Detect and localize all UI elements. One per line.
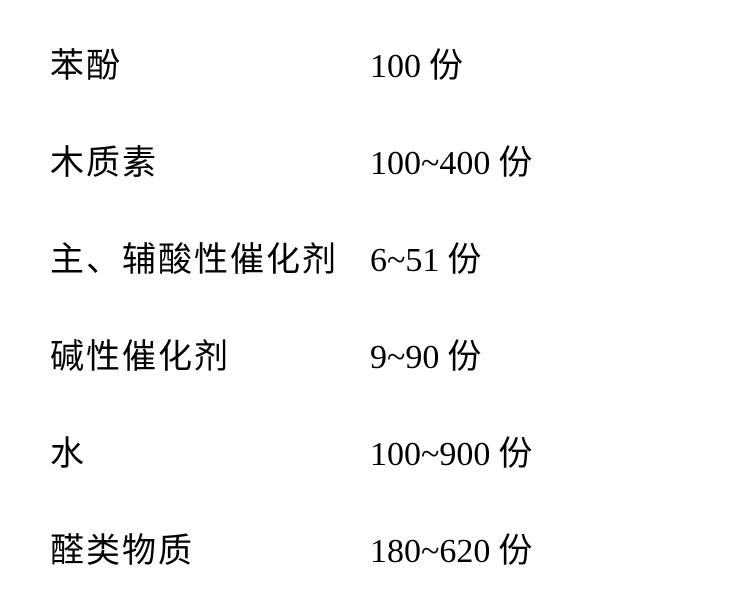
table-row: 水 100~900份 bbox=[50, 426, 684, 475]
value-number: 6~51 bbox=[370, 242, 439, 279]
value-number: 100~400 bbox=[370, 145, 490, 182]
row-value: 6~51份 bbox=[370, 232, 481, 281]
value-number: 100~900 bbox=[370, 436, 490, 473]
row-label: 碱性催化剂 bbox=[50, 329, 370, 378]
row-label: 木质素 bbox=[50, 135, 370, 184]
row-label: 苯酚 bbox=[50, 38, 370, 87]
table-row: 主、辅酸性催化剂 6~51份 bbox=[50, 232, 684, 281]
table-row: 木质素 100~400份 bbox=[50, 135, 684, 184]
table-row: 苯酚 100份 bbox=[50, 38, 684, 87]
value-number: 180~620 bbox=[370, 533, 490, 570]
row-value: 100份 bbox=[370, 38, 463, 87]
composition-table: 苯酚 100份 木质素 100~400份 主、辅酸性催化剂 6~51份 碱性催化… bbox=[0, 0, 734, 610]
value-unit: 份 bbox=[498, 145, 532, 182]
row-label: 醛类物质 bbox=[50, 523, 370, 572]
row-value: 180~620份 bbox=[370, 523, 532, 572]
value-unit: 份 bbox=[447, 339, 481, 376]
row-value: 9~90份 bbox=[370, 329, 481, 378]
table-row: 醛类物质 180~620份 bbox=[50, 523, 684, 572]
value-number: 100 bbox=[370, 48, 421, 85]
row-label: 主、辅酸性催化剂 bbox=[50, 232, 370, 281]
table-row: 碱性催化剂 9~90份 bbox=[50, 329, 684, 378]
value-unit: 份 bbox=[447, 242, 481, 279]
row-value: 100~400份 bbox=[370, 135, 532, 184]
value-unit: 份 bbox=[498, 436, 532, 473]
value-unit: 份 bbox=[498, 533, 532, 570]
value-unit: 份 bbox=[429, 48, 463, 85]
row-label: 水 bbox=[50, 426, 370, 475]
row-value: 100~900份 bbox=[370, 426, 532, 475]
value-number: 9~90 bbox=[370, 339, 439, 376]
